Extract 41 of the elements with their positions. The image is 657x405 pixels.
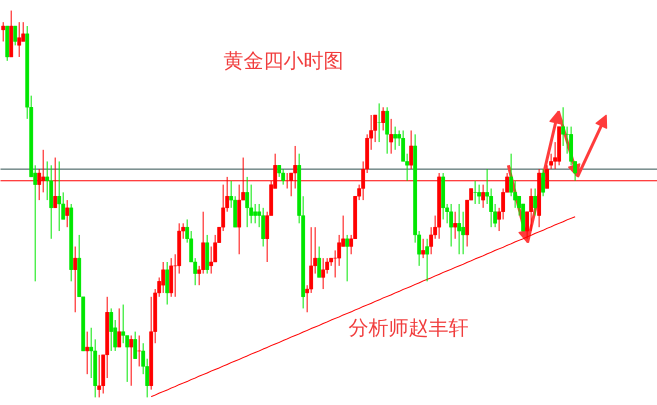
candlestick	[121, 304, 126, 344]
candlestick	[85, 331, 90, 375]
candlestick	[117, 308, 122, 348]
candlestick	[137, 334, 142, 367]
candlestick	[409, 130, 414, 170]
candlestick	[245, 176, 250, 228]
annotation: 分析师赵丰轩	[348, 315, 468, 340]
candlestick	[449, 203, 454, 248]
candlestick	[261, 207, 266, 248]
candlestick	[321, 258, 326, 290]
candlestick	[281, 168, 286, 186]
candlestick	[1, 22, 6, 42]
candlestick	[425, 238, 430, 282]
candlestick	[109, 308, 114, 352]
candlestick	[209, 246, 214, 274]
candlestick	[453, 211, 458, 240]
text: 黄金四小时图	[224, 48, 344, 72]
candlestick	[385, 106, 390, 154]
candlestick	[457, 203, 462, 255]
candlestick	[481, 184, 486, 208]
candlestick	[97, 354, 102, 398]
candlestick	[421, 238, 426, 259]
candlestick	[17, 22, 22, 58]
candlestick	[57, 160, 62, 232]
candlestick	[477, 184, 482, 204]
candlestick	[73, 246, 78, 313]
candlestick	[165, 261, 170, 306]
candlestick	[541, 168, 546, 197]
candlestick	[381, 106, 386, 131]
candlestick	[529, 188, 534, 232]
candlestick	[161, 261, 166, 294]
candlestick	[533, 188, 538, 216]
candlestick	[253, 203, 258, 224]
candlestick	[389, 118, 394, 154]
candlestick	[133, 331, 138, 360]
candlestick	[65, 200, 70, 228]
candlestick	[129, 334, 134, 386]
candlestick	[345, 234, 350, 282]
candlestick	[13, 26, 18, 46]
candlestick	[393, 126, 398, 150]
candlestick	[317, 246, 322, 278]
